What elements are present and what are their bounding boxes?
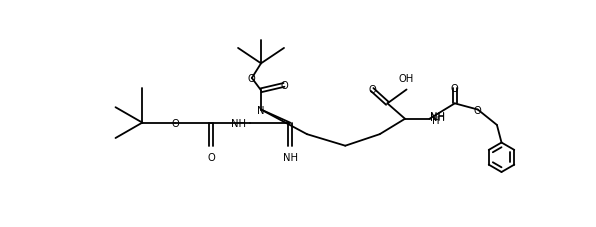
Text: H: H <box>432 116 439 126</box>
Text: NH: NH <box>231 118 246 128</box>
Text: O: O <box>248 74 256 84</box>
Text: NH: NH <box>430 113 445 123</box>
Text: O: O <box>280 81 288 91</box>
Text: O: O <box>172 118 179 128</box>
Text: O: O <box>474 105 482 115</box>
Text: O: O <box>451 84 459 94</box>
Text: NH: NH <box>430 112 445 121</box>
Text: N: N <box>257 105 265 115</box>
Text: NH: NH <box>283 152 297 162</box>
Text: OH: OH <box>399 74 414 84</box>
Text: O: O <box>207 152 215 162</box>
Text: O: O <box>368 85 376 95</box>
